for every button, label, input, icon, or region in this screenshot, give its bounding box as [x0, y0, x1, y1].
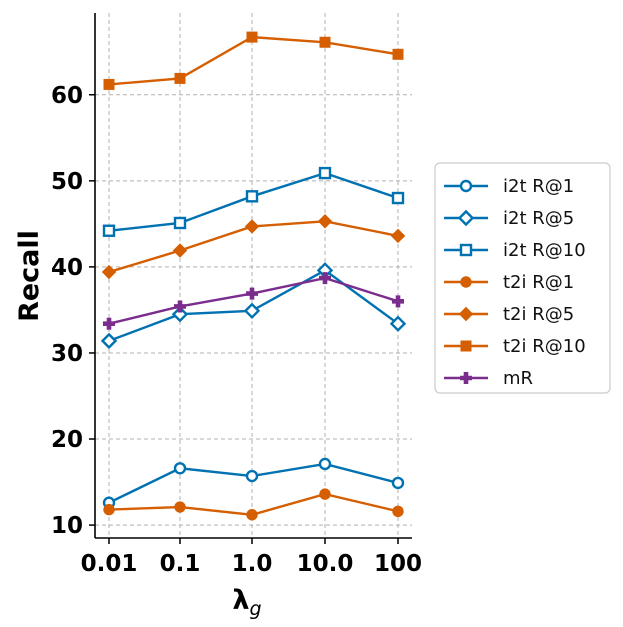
- x-tick-label: 0.1: [160, 551, 201, 577]
- data-point-i2t-r-10: [173, 216, 187, 230]
- grid-lines: [95, 13, 412, 538]
- series-t2i-r-1: [103, 488, 404, 521]
- legend-marker: [460, 340, 472, 352]
- x-tick-label: 0.01: [81, 551, 138, 577]
- legend-item-i2t-r-10: i2t R@10: [444, 240, 586, 261]
- data-point-i2t-r-10: [318, 166, 332, 180]
- legend-item-t2i-r-10: t2i R@10: [444, 336, 586, 357]
- y-tick-label: 10: [51, 513, 83, 539]
- series-line-i2t-r-1: [108, 462, 399, 504]
- series-i2t-r-10: [102, 166, 405, 237]
- legend-item-t2i-r-5: t2i R@5: [444, 304, 574, 325]
- tick-labels: 10 20 30 40 50 60 0.01 0.1 1.0 10.0 100: [51, 83, 422, 577]
- x-axis-label-symbol: λ: [232, 585, 249, 616]
- data-point-t2i-r-5: [390, 228, 406, 244]
- data-point-i2t-r-1: [245, 469, 259, 483]
- data-point-t2i-r-1: [319, 488, 331, 500]
- data-point-mr: [174, 300, 186, 313]
- x-tick-label: 10.0: [297, 551, 354, 577]
- data-point-i2t-r-1: [318, 457, 332, 471]
- data-point-t2i-r-1: [174, 501, 186, 513]
- data-point-t2i-r-10: [174, 72, 186, 84]
- data-point-i2t-r-5: [171, 306, 189, 323]
- data-point-mr: [103, 317, 115, 330]
- legend-item-t2i-r-1: t2i R@1: [444, 272, 574, 293]
- legend-item-mr: mR: [444, 368, 533, 389]
- legend-label: i2t R@10: [503, 240, 586, 261]
- data-point-mr: [319, 272, 331, 285]
- y-tick-label: 50: [51, 169, 83, 195]
- data-point-i2t-r-10: [245, 190, 259, 203]
- x-tick-label: 100: [374, 551, 422, 577]
- data-point-t2i-r-1: [392, 505, 404, 518]
- data-point-t2i-r-10: [246, 31, 258, 43]
- legend: i2t R@1 i2t R@5 i2t R@10 t2i R@1 t2i R@5 t2i …: [434, 162, 611, 394]
- y-axis-label: Recall: [14, 230, 45, 322]
- data-point-t2i-r-10: [392, 48, 404, 60]
- data-point-t2i-r-1: [103, 503, 115, 516]
- legend-label: i2t R@5: [503, 208, 574, 229]
- legend-item-i2t-r-5: i2t R@5: [444, 208, 574, 229]
- legend-marker: [458, 306, 474, 322]
- x-axis-label-subscript: g: [250, 598, 262, 620]
- data-point-i2t-r-5: [243, 302, 261, 319]
- y-tick-label: 20: [51, 427, 83, 453]
- series-t2i-r-5: [101, 214, 406, 280]
- legend-marker: [457, 209, 475, 227]
- x-axis-label: λg: [232, 585, 261, 620]
- legend-marker: [459, 179, 473, 193]
- y-tick-label: 40: [51, 255, 83, 281]
- data-point-i2t-r-10: [102, 224, 116, 237]
- legend-marker: [460, 276, 472, 288]
- data-point-t2i-r-1: [246, 509, 258, 521]
- legend-frame: [434, 162, 611, 394]
- series-i2t-r-1: [102, 457, 405, 509]
- legend-marker: [460, 372, 472, 384]
- data-point-i2t-r-1: [173, 462, 187, 475]
- data-point-i2t-r-10: [391, 191, 405, 205]
- data-series: [100, 31, 407, 521]
- data-point-mr: [246, 287, 258, 300]
- data-point-mr: [392, 295, 404, 308]
- series-line-t2i-r-10: [108, 35, 399, 86]
- data-point-t2i-r-10: [103, 78, 115, 90]
- series-mr: [103, 272, 404, 330]
- data-point-t2i-r-5: [244, 219, 260, 234]
- y-tick-label: 60: [51, 83, 83, 109]
- series-i2t-r-5: [100, 262, 407, 350]
- series-t2i-r-10: [103, 31, 404, 90]
- legend-label: t2i R@5: [503, 304, 574, 325]
- data-point-i2t-r-5: [100, 332, 118, 350]
- data-point-t2i-r-10: [319, 36, 331, 48]
- legend-label: mR: [503, 368, 533, 389]
- data-point-t2i-r-5: [172, 243, 188, 258]
- data-point-i2t-r-1: [391, 476, 405, 490]
- legend-marker: [459, 243, 473, 257]
- data-point-i2t-r-5: [389, 315, 407, 332]
- data-point-t2i-r-5: [317, 214, 333, 229]
- y-tick-label: 30: [51, 341, 83, 367]
- x-tick-label: 1.0: [232, 551, 273, 577]
- data-point-t2i-r-5: [101, 264, 117, 280]
- axes: [94, 13, 412, 539]
- legend-item-i2t-r-1: i2t R@1: [444, 176, 574, 197]
- legend-label: t2i R@10: [503, 336, 586, 357]
- legend-label: i2t R@1: [503, 176, 574, 197]
- legend-label: t2i R@1: [503, 272, 574, 293]
